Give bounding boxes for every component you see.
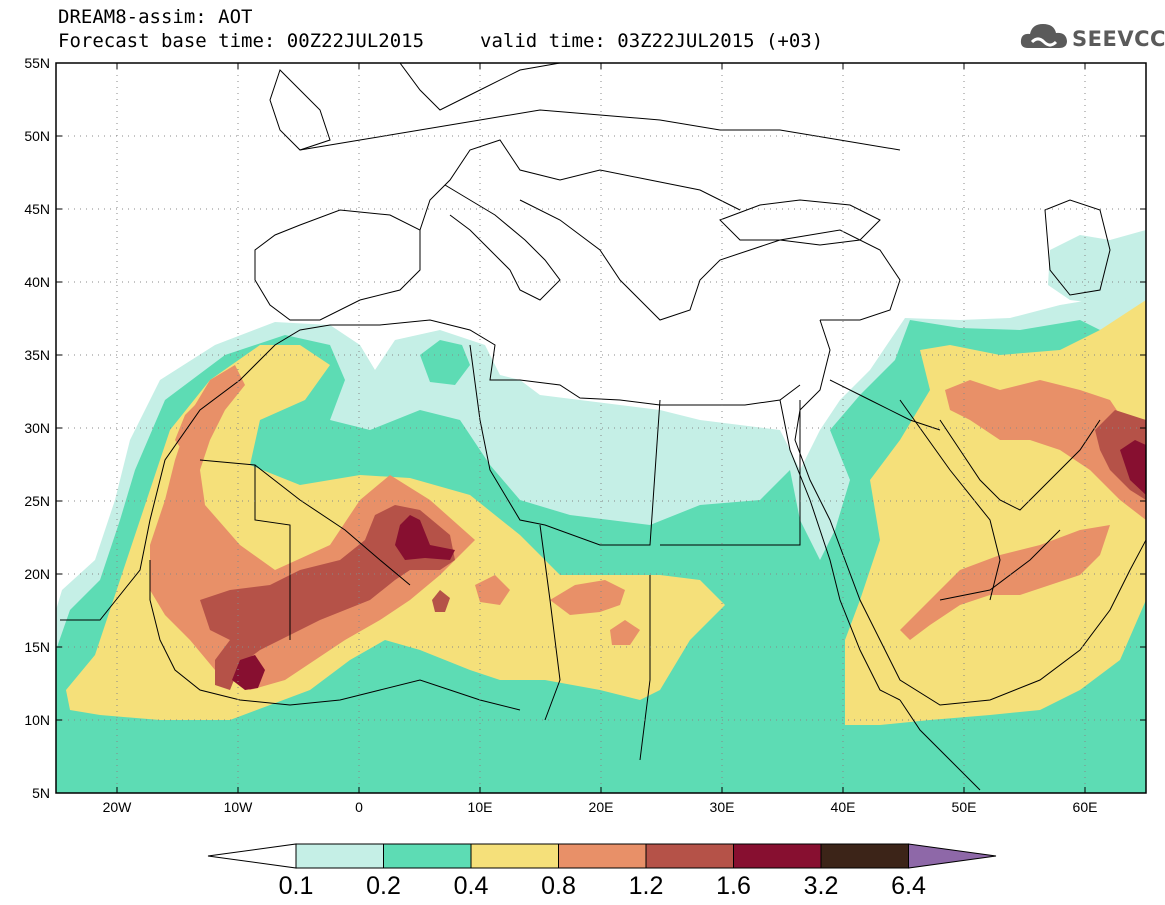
lat-label: 30N <box>24 420 50 436</box>
lat-label: 45N <box>24 201 50 217</box>
colorbar-swatch <box>470 843 559 869</box>
coast-caspian <box>1044 199 1111 296</box>
lat-label: 20N <box>24 566 50 582</box>
border-sahara-3 <box>469 344 661 546</box>
map-title: DREAM8-assim: AOT <box>58 6 253 28</box>
lat-tick-marks <box>56 62 1146 794</box>
colorbar-label: 0.8 <box>541 872 576 900</box>
aot-1.2-region-mali <box>200 505 455 690</box>
border-sahara-5 <box>539 524 561 721</box>
aot-1.6-blob-persia <box>1120 440 1146 495</box>
tick-marks <box>56 62 1146 794</box>
border-sahara-2 <box>254 464 411 586</box>
lon-labels: 20W 10W 0 10E 20E 30E 40E 50E 60E <box>103 799 1098 815</box>
lat-label: 50N <box>24 128 50 144</box>
border-arabia-2 <box>899 399 1001 601</box>
coast-levant <box>794 319 1146 706</box>
coast-gulf <box>939 419 1101 511</box>
lon-label: 10W <box>224 799 254 815</box>
aot-0.8-region-iraq <box>945 380 1146 520</box>
lon-label: 20W <box>103 799 133 815</box>
aot-1.2-blob-niger <box>432 590 450 612</box>
lon-label: 10E <box>468 799 493 815</box>
coast-nafrica <box>60 319 801 621</box>
lat-label: 5N <box>32 785 50 801</box>
lat-label: 40N <box>24 274 50 290</box>
colorbar-label: 3.2 <box>804 872 839 900</box>
coast-redsea <box>779 399 901 701</box>
aot-0.2-blob-tunisia <box>420 340 470 385</box>
lon-label: 60E <box>1073 799 1098 815</box>
border-sahara-4 <box>660 400 801 546</box>
logo-text: SEEVCCC <box>1072 27 1165 51</box>
colorbar-swatch <box>295 843 384 869</box>
aot-0.8-blob-chad <box>475 575 510 605</box>
colorbar-swatch <box>733 843 822 869</box>
colorbar-label: 0.2 <box>366 872 401 900</box>
colorbar-under-arrow <box>207 843 297 869</box>
coast-blacksea <box>719 199 881 246</box>
coast-westafrica <box>149 560 521 711</box>
aot-1.6-blob-mali <box>232 655 265 690</box>
border-europe-2 <box>419 139 741 231</box>
forecast-base-time: Forecast base time: 00Z22JUL2015 <box>58 30 425 52</box>
lat-label: 55N <box>24 55 50 71</box>
cloud-icon <box>1020 24 1067 48</box>
colorbar-swatch <box>645 843 734 869</box>
lat-labels: 5N 10N 15N 20N 25N 30N 35N 40N 45N 50N 5… <box>24 55 50 801</box>
colorbar-labels: 0.1 0.2 0.4 0.8 1.2 1.6 3.2 6.4 <box>279 872 926 900</box>
coastlines <box>60 63 1146 791</box>
aot-fields <box>56 230 1146 793</box>
colorbar <box>207 843 997 869</box>
coast-uk <box>269 69 331 151</box>
border-arabia-3 <box>939 529 1061 601</box>
lat-label: 35N <box>24 347 50 363</box>
coast-balkans <box>519 199 901 321</box>
coast-hornafrica <box>899 699 981 791</box>
valid-time: valid time: 03Z22JUL2015 (+03) <box>480 30 824 52</box>
border-europe-1 <box>299 109 901 151</box>
lon-label: 30E <box>710 799 735 815</box>
colorbar-label: 1.2 <box>629 872 664 900</box>
aot-0.8-blob-sudan2 <box>610 620 640 645</box>
lon-label: 40E <box>831 799 856 815</box>
aot-0.8-region-yemen <box>900 525 1110 640</box>
border-arabia-1 <box>829 379 941 431</box>
coast-italy <box>444 184 561 301</box>
colorbar-label: 0.4 <box>454 872 489 900</box>
colorbar-swatch <box>383 843 472 869</box>
aot-0.8-blob-sudan <box>550 580 625 615</box>
aot-0.1-region-caspian <box>1048 230 1146 305</box>
colorbar-label: 0.1 <box>279 872 314 900</box>
aot-0.8-blob-morocco <box>175 400 210 450</box>
lat-label: 15N <box>24 639 50 655</box>
colorbar-swatch <box>820 843 909 869</box>
lon-label: 20E <box>589 799 614 815</box>
coast-scandinavia <box>399 63 561 111</box>
lon-label: 0 <box>355 799 363 815</box>
colorbar-swatch <box>558 843 647 869</box>
colorbar-label: 1.6 <box>716 872 751 900</box>
coast-iberia <box>254 209 421 321</box>
colorbar-over-arrow <box>908 843 997 869</box>
lon-tick-marks <box>116 63 1086 793</box>
colorbar-label: 6.4 <box>891 872 926 900</box>
lat-label: 10N <box>24 712 50 728</box>
aot-1.6-blob-algeria <box>395 515 455 560</box>
lat-label: 25N <box>24 493 50 509</box>
border-sahara-6 <box>639 575 651 761</box>
border-sahara-1 <box>199 459 291 640</box>
lon-label: 50E <box>952 799 977 815</box>
